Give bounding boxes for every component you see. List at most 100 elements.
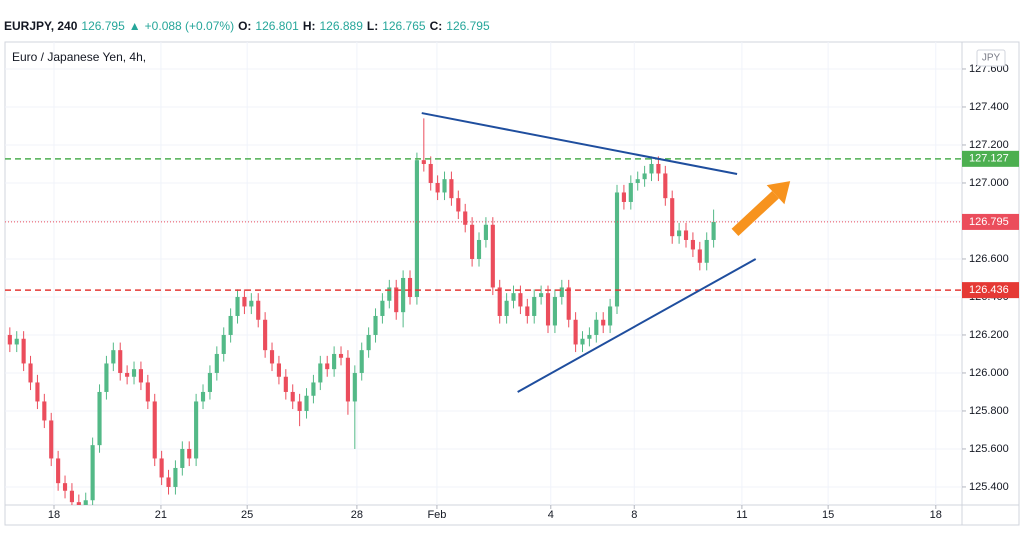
candle-body xyxy=(401,277,406,313)
candle-body xyxy=(394,287,399,313)
candle-body xyxy=(683,230,689,240)
currency: JPY xyxy=(982,53,1001,64)
candle-body xyxy=(642,173,647,180)
candle-body xyxy=(28,363,33,383)
candle-body xyxy=(483,224,488,240)
candle-body xyxy=(145,382,150,402)
grid xyxy=(5,42,962,505)
x-tick-label: 18 xyxy=(930,509,942,521)
candle-body xyxy=(338,353,344,358)
candle-body xyxy=(242,296,247,307)
candle-body xyxy=(490,224,495,288)
candle-body xyxy=(283,376,288,392)
candle-body xyxy=(566,287,571,320)
candle-body xyxy=(21,338,26,364)
candle-body xyxy=(497,287,502,316)
candle-body xyxy=(90,445,95,501)
candle-body xyxy=(656,163,661,174)
candle-body xyxy=(104,363,109,392)
candle-body xyxy=(532,296,537,316)
candle-body xyxy=(414,160,419,297)
candle-body xyxy=(180,448,185,468)
candle-body xyxy=(228,315,233,335)
ohlc-label: C: xyxy=(429,19,443,33)
candle-body xyxy=(42,401,47,421)
candle-body xyxy=(332,353,337,370)
candle-body xyxy=(256,300,261,320)
price-badge xyxy=(962,282,1019,299)
candle-body xyxy=(263,319,268,351)
candle-body xyxy=(608,306,613,326)
trend-line xyxy=(421,112,738,176)
chart-frame xyxy=(4,41,1020,526)
candle-body xyxy=(249,300,254,307)
candle-body xyxy=(518,293,523,307)
candle-body xyxy=(677,230,682,237)
header: EURJPY, 240 126.795 ▲ +0.088 (+0.07%) O:… xyxy=(4,19,490,33)
candle-body xyxy=(131,369,137,377)
x-tick-label: 25 xyxy=(241,509,253,521)
price-badge xyxy=(962,150,1019,167)
candle-body xyxy=(697,249,702,263)
candle-body xyxy=(138,369,143,383)
candle-body xyxy=(552,296,557,326)
trend-line xyxy=(517,258,757,393)
candle-body xyxy=(194,401,199,459)
candle-body xyxy=(580,338,585,345)
candle-body xyxy=(504,300,509,316)
subtitle: Euro / Japanese Yen, 4h, xyxy=(12,50,146,64)
change: +0.088 (+0.07%) xyxy=(144,19,235,33)
candle-body xyxy=(83,500,88,505)
candle-body xyxy=(449,179,454,199)
candle-body xyxy=(594,319,599,335)
candle-body xyxy=(187,448,192,459)
candle-body xyxy=(470,224,475,259)
candle-body xyxy=(366,334,371,351)
ohlc-label: O: xyxy=(238,19,252,33)
candle-body xyxy=(35,382,40,402)
candle-body xyxy=(214,353,219,373)
candle-body xyxy=(304,395,309,411)
candle-body xyxy=(525,306,530,316)
plot xyxy=(5,112,962,505)
x-tick-label: 21 xyxy=(155,509,167,521)
candle-body xyxy=(628,182,633,202)
candle-body xyxy=(539,293,544,297)
candle-body xyxy=(62,483,68,491)
candle-body xyxy=(235,296,240,316)
candle-body xyxy=(359,350,364,373)
candle-body xyxy=(14,338,19,345)
candle-body xyxy=(407,277,413,297)
change-icon: ▲ xyxy=(128,19,141,33)
candle-body xyxy=(200,391,206,402)
candle-body xyxy=(435,182,440,193)
ohlc-value: 126.801 xyxy=(255,19,299,33)
candle-body xyxy=(421,160,426,164)
candle-body xyxy=(380,300,385,316)
candle-body xyxy=(49,420,54,459)
price-badge-label: 126.436 xyxy=(969,284,1009,296)
candle-body xyxy=(621,192,626,202)
price-badge-label: 126.795 xyxy=(969,216,1009,228)
y-tick-label: 126.600 xyxy=(969,253,1009,265)
x-tick-label: 15 xyxy=(822,509,834,521)
last-price: 126.795 xyxy=(81,19,125,33)
candle-body xyxy=(76,502,81,505)
candle-body xyxy=(276,363,281,377)
candle-body xyxy=(387,287,392,301)
axes: 125.400 125.600 125.800 126.000 126.200 126.4… xyxy=(48,63,1019,521)
candle-body xyxy=(352,372,357,402)
candle-body xyxy=(166,477,171,487)
candle-body xyxy=(111,350,116,364)
x-tick-label: 18 xyxy=(48,509,60,521)
x-tick-label: 11 xyxy=(736,509,747,521)
x-tick-label: 28 xyxy=(351,509,363,521)
ohlc-value: 126.795 xyxy=(446,19,490,33)
x-tick-label: 4 xyxy=(548,509,554,521)
candle-body xyxy=(221,334,226,354)
candle-body xyxy=(463,211,468,225)
candle-body xyxy=(601,319,606,326)
symbol: EURJPY, 240 xyxy=(4,19,78,33)
